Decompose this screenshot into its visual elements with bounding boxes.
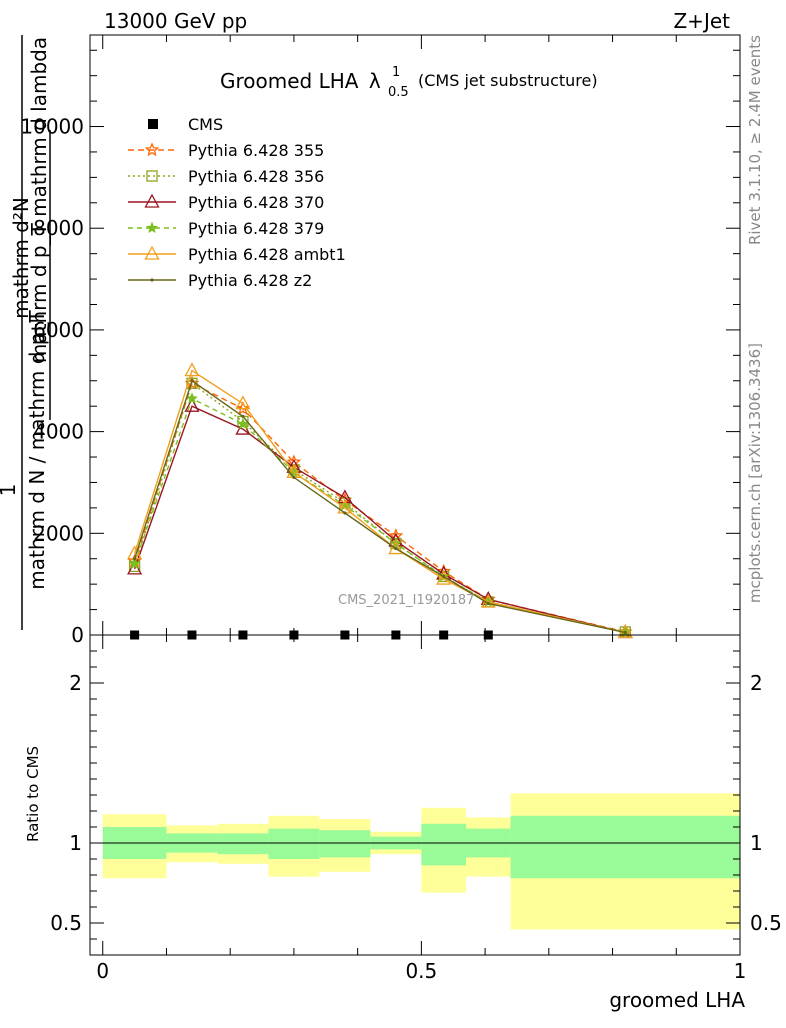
xtick-label: 0 <box>96 959 109 983</box>
main-ytick-label: 4000 <box>33 420 84 444</box>
ratio-ytick-label: 1 <box>69 831 82 855</box>
marker-triangle <box>144 193 160 208</box>
chart-title: Groomed LHA λ <box>220 69 381 93</box>
legend-cms-marker <box>148 119 158 129</box>
ratio-stat-band <box>268 828 320 859</box>
marker-star-filled <box>145 221 159 234</box>
marker-star-filled <box>236 417 249 430</box>
marker-square <box>146 170 158 182</box>
main-series <box>127 362 633 639</box>
ratio-stat-band <box>510 815 740 879</box>
ratio-ytick-label-right: 2 <box>750 671 763 695</box>
ylabel-mid: mathrm d p_T mathrm d lambda <box>27 37 51 363</box>
marker-dot <box>190 379 194 383</box>
marker-star <box>235 400 251 416</box>
main-panel: 0 2000 4000 6000 8000 10000 CMS_2021_I1920187… <box>20 34 741 647</box>
main-ticks: 0 2000 4000 6000 8000 10000 <box>20 35 741 647</box>
marker-dot <box>292 475 296 479</box>
main-ytick-label: 8000 <box>33 216 84 240</box>
marker-dot <box>442 574 446 579</box>
marker-triangle <box>388 540 404 555</box>
ratio-ylabel: Ratio to CMS <box>24 746 42 842</box>
series-line <box>133 405 626 634</box>
xtick-label: 1 <box>734 959 747 983</box>
legend-label: Pythia 6.428 379 <box>188 219 324 238</box>
main-ytick-label: 10000 <box>20 115 84 139</box>
marker-dot <box>623 630 627 635</box>
legend-label-cms: CMS <box>188 115 223 134</box>
marker-star-filled <box>128 557 141 569</box>
marker-dot <box>241 414 245 418</box>
legend-label: Pythia 6.428 z2 <box>188 271 312 290</box>
ratio-panel: 0.5 0.51 12 20 0.5 1 Ratio to CMS groomed LHA <box>24 634 782 1012</box>
ratio-stat-band <box>217 833 269 855</box>
ylabel-numerator: mathrm d²N <box>9 197 33 319</box>
legend-label: Pythia 6.428 370 <box>188 193 324 212</box>
ylabel-denominator: mathrm d N / mathrm d p_T <box>25 310 49 590</box>
ratio-stat-band <box>421 823 466 866</box>
marker-dot <box>150 278 154 282</box>
marker-star-filled <box>185 392 198 404</box>
rivet-label: Rivet 3.1.10, ≥ 2.4M events <box>746 35 764 245</box>
marker-square <box>186 377 198 389</box>
ratio-stat-band <box>319 830 371 858</box>
marker-star <box>144 142 160 157</box>
main-ylabel: mathrm d²N 1 mathrm d p_T mathrm d lambd… <box>0 35 51 630</box>
chart-title-sub: 0.5 <box>388 85 409 100</box>
watermark: CMS_2021_I1920187 <box>338 593 474 608</box>
marker-dot <box>133 557 137 561</box>
main-ytick-label: 6000 <box>33 318 84 342</box>
marker-triangle <box>184 397 200 412</box>
ratio-ytick-label: 0.5 <box>50 911 82 935</box>
ratio-bands <box>102 793 740 930</box>
mcplots-label: mcplots.cern.ch [arXiv:1306.3436] <box>746 343 764 603</box>
ratio-ytick-label-right: 0.5 <box>750 911 782 935</box>
ratio-ytick-label-right: 1 <box>750 831 763 855</box>
legend: CMS Pythia 6.428 355 Pythia 6.428 356 Pythi… <box>128 115 346 290</box>
main-ytick-label: 2000 <box>33 521 84 545</box>
chart-title-sup: 1 <box>392 65 400 80</box>
legend-label: Pythia 6.428 355 <box>188 141 324 160</box>
marker-dot <box>394 546 398 551</box>
process-label: Z+Jet <box>673 9 730 33</box>
ylabel-one: 1 <box>0 484 20 497</box>
ratio-ytick-label: 2 <box>69 671 82 695</box>
xtick-label: 0.5 <box>405 959 437 983</box>
legend-label: Pythia 6.428 356 <box>188 167 324 186</box>
chart-subtitle: (CMS jet substructure) <box>418 71 598 90</box>
x-axis-label: groomed LHA <box>609 988 745 1012</box>
chart-title-text: Groomed LHA <box>220 69 359 93</box>
marker-star <box>184 375 200 390</box>
chart-title-symbol: λ <box>369 69 381 93</box>
ratio-ticks: 0.5 0.51 12 20 0.5 1 <box>50 635 782 983</box>
marker-triangle <box>144 245 160 260</box>
marker-triangle <box>184 362 200 377</box>
marker-triangle <box>235 395 251 410</box>
marker-dot <box>486 601 490 606</box>
main-ytick-label: 0 <box>71 623 84 647</box>
energy-label: 13000 GeV pp <box>104 9 247 33</box>
legend-label: Pythia 6.428 ambt1 <box>188 245 346 264</box>
marker-dot <box>343 511 347 515</box>
